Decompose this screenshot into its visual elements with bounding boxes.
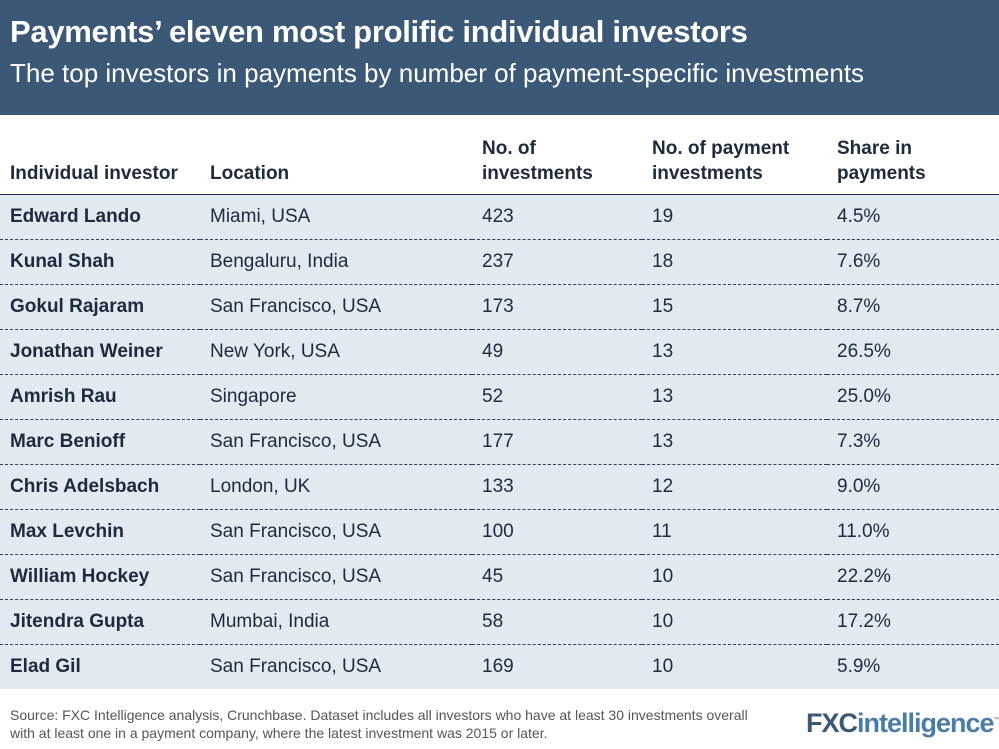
table-row: Elad Gil San Francisco, USA 169 10 5.9%: [0, 644, 999, 689]
logo-intelligence: intelligence: [857, 708, 995, 738]
investments-count: 177: [472, 419, 642, 465]
investor-name: Marc Benioff: [0, 419, 200, 465]
payments-share: 8.7%: [827, 284, 999, 330]
investments-count: 133: [472, 464, 642, 510]
payment-investments-count: 15: [642, 284, 827, 330]
page-subtitle: The top investors in payments by number …: [10, 58, 865, 88]
location: Bengaluru, India: [200, 239, 472, 285]
investor-name: Kunal Shah: [0, 239, 200, 285]
table-row: Marc Benioff San Francisco, USA 177 13 7.3%: [0, 419, 999, 465]
location: Singapore: [200, 374, 472, 420]
column-header: No. of payment investments: [642, 120, 827, 195]
investments-count: 100: [472, 509, 642, 555]
payment-investments-count: 19: [642, 194, 827, 240]
investor-name: Chris Adelsbach: [0, 464, 200, 510]
logo-fx: FXC: [806, 708, 858, 738]
payment-investments-count: 10: [642, 599, 827, 645]
fxc-logo: FXCintelligence™: [806, 708, 999, 738]
investments-count: 423: [472, 194, 642, 240]
table-row: Jonathan Weiner New York, USA 49 13 26.5%: [0, 329, 999, 375]
payments-share: 22.2%: [827, 554, 999, 600]
payments-share: 26.5%: [827, 329, 999, 375]
table-row: Kunal Shah Bengaluru, India 237 18 7.6%: [0, 239, 999, 285]
investments-count: 49: [472, 329, 642, 375]
payments-share: 9.0%: [827, 464, 999, 510]
column-header: Share in payments: [827, 120, 999, 195]
investors-table: Individual investor Location No. of investm…: [0, 120, 999, 689]
investments-count: 173: [472, 284, 642, 330]
column-header: Individual investor: [0, 120, 200, 195]
investor-name: Gokul Rajaram: [0, 284, 200, 330]
investor-name: Jonathan Weiner: [0, 329, 200, 375]
payment-investments-count: 13: [642, 374, 827, 420]
payments-share: 7.6%: [827, 239, 999, 285]
table-row: Max Levchin San Francisco, USA 100 11 11.0%: [0, 509, 999, 555]
table-row: Edward Lando Miami, USA 423 19 4.5%: [0, 194, 999, 240]
payments-share: 25.0%: [827, 374, 999, 420]
source-note: Source: FXC Intelligence analysis, Crunc…: [10, 707, 748, 741]
investments-count: 169: [472, 644, 642, 689]
location: New York, USA: [200, 329, 472, 375]
payment-investments-count: 18: [642, 239, 827, 285]
investor-name: William Hockey: [0, 554, 200, 600]
investments-count: 45: [472, 554, 642, 600]
payment-investments-count: 13: [642, 329, 827, 375]
table-row: Amrish Rau Singapore 52 13 25.0%: [0, 374, 999, 420]
payment-investments-count: 10: [642, 644, 827, 689]
header-banner: Payments’ eleven most prolific individua…: [0, 0, 999, 115]
location: Miami, USA: [200, 194, 472, 240]
payments-share: 17.2%: [827, 599, 999, 645]
payment-investments-count: 13: [642, 419, 827, 465]
investments-count: 52: [472, 374, 642, 420]
payment-investments-count: 11: [642, 509, 827, 555]
payments-share: 5.9%: [827, 644, 999, 689]
column-header: No. of investments: [472, 120, 642, 195]
investor-name: Elad Gil: [0, 644, 200, 689]
table-row: William Hockey San Francisco, USA 45 10 22.2…: [0, 554, 999, 600]
payment-investments-count: 10: [642, 554, 827, 600]
table-header: Individual investor Location No. of investm…: [0, 120, 999, 195]
location: San Francisco, USA: [200, 284, 472, 330]
location: Mumbai, India: [200, 599, 472, 645]
page-title: Payments’ eleven most prolific individua…: [10, 14, 748, 49]
location: San Francisco, USA: [200, 644, 472, 689]
location: San Francisco, USA: [200, 419, 472, 465]
table-row: Gokul Rajaram San Francisco, USA 173 15 8.7%: [0, 284, 999, 330]
investor-name: Jitendra Gupta: [0, 599, 200, 645]
payment-investments-count: 12: [642, 464, 827, 510]
location: London, UK: [200, 464, 472, 510]
table-row: Jitendra Gupta Mumbai, India 58 10 17.2%: [0, 599, 999, 645]
location: San Francisco, USA: [200, 509, 472, 555]
location: San Francisco, USA: [200, 554, 472, 600]
investments-count: 237: [472, 239, 642, 285]
table-row: Chris Adelsbach London, UK 133 12 9.0%: [0, 464, 999, 510]
payments-share: 4.5%: [827, 194, 999, 240]
payments-share: 7.3%: [827, 419, 999, 465]
investor-name: Edward Lando: [0, 194, 200, 240]
investor-name: Max Levchin: [0, 509, 200, 555]
payments-share: 11.0%: [827, 509, 999, 555]
investments-count: 58: [472, 599, 642, 645]
investor-name: Amrish Rau: [0, 374, 200, 420]
column-header: Location: [200, 120, 472, 195]
